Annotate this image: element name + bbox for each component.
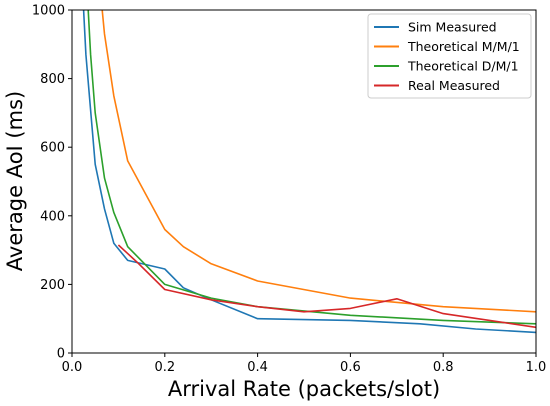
legend-label-2: Theoretical M/M/1 — [407, 39, 520, 54]
legend-label-3: Theoretical D/M/1 — [407, 59, 519, 74]
x-axis-label: Arrival Rate (packets/slot) — [168, 377, 440, 401]
legend-entries: Sim Measured Theoretical M/M/1 Theoretical… — [374, 20, 520, 93]
x-tick-label: 0.0 — [62, 360, 83, 375]
legend-box — [367, 13, 532, 99]
series-line-4 — [117, 244, 536, 329]
x-tick-label: 0.8 — [433, 360, 454, 375]
legend: Sim Measured Theoretical M/M/1 Theoretical… — [367, 13, 532, 99]
series-line-2 — [101, 10, 536, 313]
y-axis-label: Average AoI (ms) — [3, 91, 27, 271]
series-line-1 — [82, 10, 536, 334]
x-tick-label: 0.2 — [154, 360, 175, 375]
y-tick-label: 200 — [40, 278, 65, 293]
legend-label-4: Real Measured — [408, 78, 500, 93]
ticks-layer: 0.0 0.2 0.4 0.6 0.8 1.0 0 200 400 600 800 1000 — [32, 4, 546, 376]
series-layer — [82, 10, 536, 334]
series-line-3 — [87, 10, 536, 325]
y-tick-label: 0 — [57, 347, 65, 362]
x-tick-label: 1.0 — [526, 360, 547, 375]
y-tick-label: 600 — [40, 141, 65, 156]
y-tick-label: 1000 — [32, 4, 65, 19]
plot-frame — [71, 9, 537, 354]
y-tick-label: 800 — [40, 72, 65, 87]
x-tick-label: 0.4 — [247, 360, 268, 375]
y-tick-label: 400 — [40, 209, 65, 224]
legend-label-1: Sim Measured — [408, 20, 497, 35]
x-tick-label: 0.6 — [340, 360, 361, 375]
